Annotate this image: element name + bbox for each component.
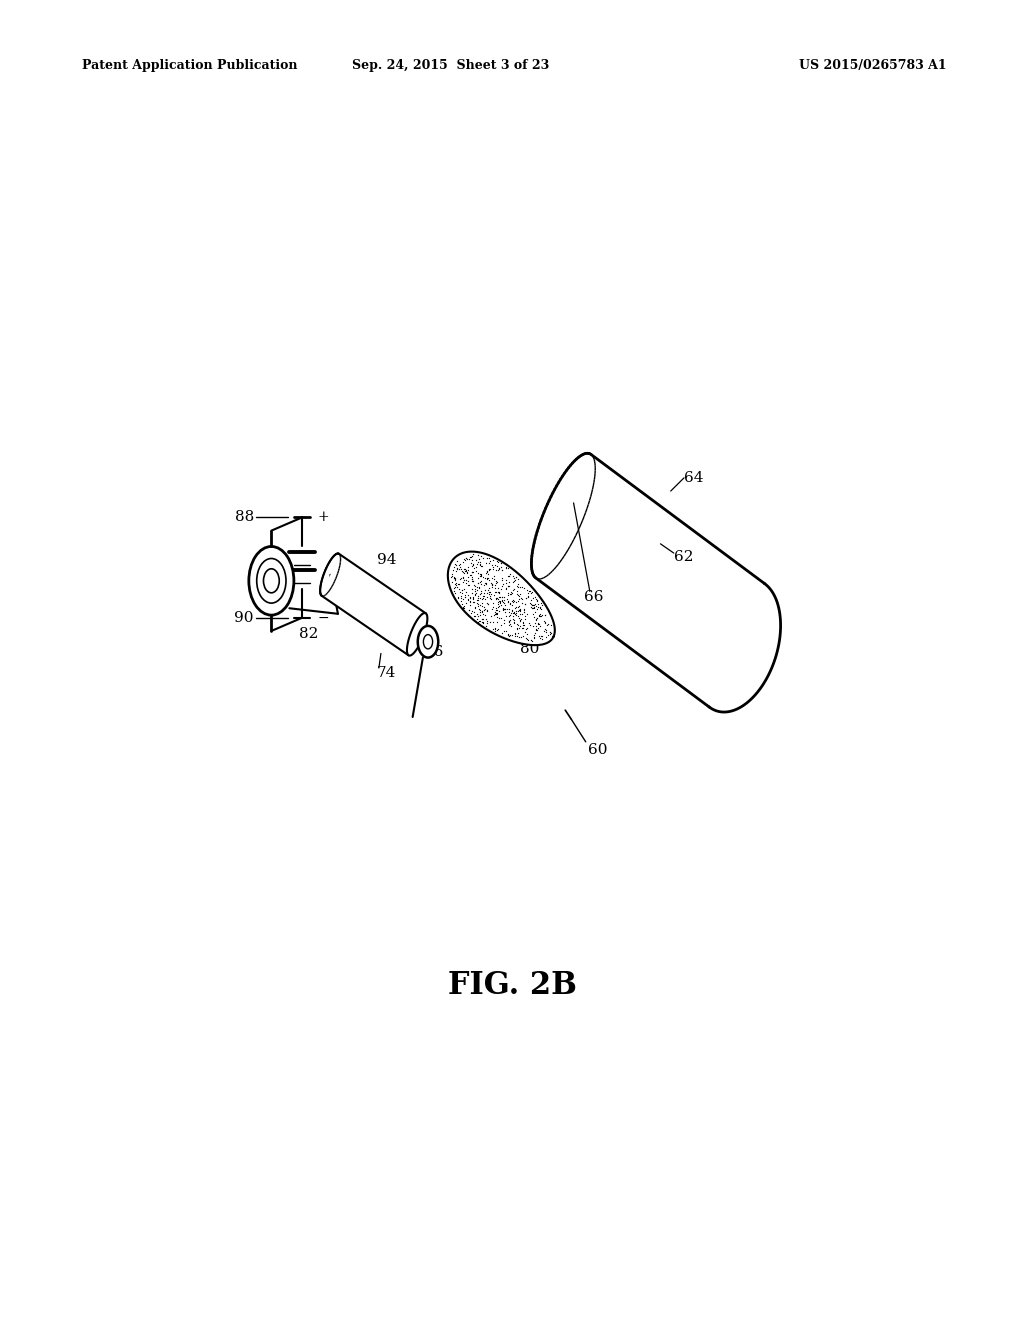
Ellipse shape: [423, 635, 432, 649]
Text: −: −: [317, 611, 329, 624]
Text: FIG. 2B: FIG. 2B: [447, 970, 577, 1001]
Text: 88: 88: [234, 511, 254, 524]
Text: 60: 60: [588, 743, 607, 756]
Text: 80: 80: [520, 643, 540, 656]
Text: Patent Application Publication: Patent Application Publication: [82, 59, 297, 73]
Polygon shape: [447, 552, 555, 645]
Text: 94: 94: [377, 553, 396, 566]
Ellipse shape: [418, 626, 438, 657]
Text: Sep. 24, 2015  Sheet 3 of 23: Sep. 24, 2015 Sheet 3 of 23: [352, 59, 549, 73]
Text: US 2015/0265783 A1: US 2015/0265783 A1: [799, 59, 946, 73]
Text: 64: 64: [684, 471, 703, 484]
Text: +: +: [317, 511, 329, 524]
Text: 82: 82: [299, 627, 318, 640]
Text: 74: 74: [377, 667, 396, 680]
Polygon shape: [536, 454, 780, 711]
Text: 62: 62: [674, 550, 693, 564]
Text: 66: 66: [584, 590, 603, 603]
Polygon shape: [322, 554, 426, 655]
Text: 76: 76: [425, 645, 444, 659]
Ellipse shape: [249, 546, 294, 615]
Text: 90: 90: [234, 611, 254, 624]
